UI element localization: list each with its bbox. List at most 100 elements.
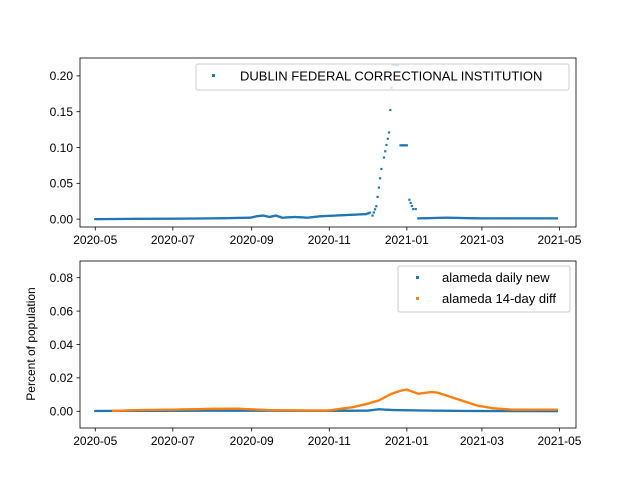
data-point — [510, 409, 513, 413]
data-point — [311, 409, 314, 412]
data-point — [100, 409, 103, 413]
data-point — [251, 409, 255, 412]
data-point — [128, 409, 131, 412]
data-point — [193, 409, 196, 412]
data-point — [474, 403, 477, 407]
data-point — [440, 392, 443, 395]
data-point — [356, 405, 359, 408]
data-point — [459, 216, 462, 220]
data-point — [325, 214, 328, 218]
data-point — [97, 409, 101, 413]
data-point — [435, 409, 438, 412]
data-point — [334, 409, 337, 412]
data-point — [399, 144, 402, 147]
data-point — [268, 215, 271, 219]
data-point — [231, 216, 234, 220]
data-point — [245, 216, 248, 219]
data-point — [339, 409, 342, 412]
data-point — [459, 409, 462, 413]
data-point — [137, 217, 140, 220]
data-point — [249, 408, 252, 411]
data-point — [366, 402, 369, 405]
data-point — [525, 217, 528, 220]
data-point — [433, 391, 436, 394]
data-point — [239, 409, 242, 412]
data-point — [536, 409, 539, 413]
data-point — [403, 409, 406, 412]
data-point — [167, 217, 171, 220]
y-tick-label: 0.15 — [50, 105, 74, 119]
x-tick-label: 2021-05 — [537, 233, 581, 247]
data-point — [246, 408, 249, 411]
data-point — [456, 398, 459, 401]
data-point — [475, 409, 478, 413]
data-point — [511, 217, 514, 220]
data-point — [450, 396, 453, 399]
data-point — [188, 408, 191, 411]
data-point — [527, 217, 531, 220]
data-point — [277, 409, 280, 412]
data-point — [197, 407, 200, 411]
data-point — [124, 409, 127, 412]
data-point — [460, 399, 463, 402]
data-point — [220, 217, 223, 220]
data-point — [546, 410, 550, 413]
data-point — [132, 217, 135, 220]
x-tick-label: 2021-03 — [460, 233, 504, 247]
data-point — [529, 217, 532, 220]
data-point — [108, 217, 111, 221]
data-point — [232, 409, 235, 412]
data-point — [400, 409, 403, 412]
data-point — [218, 409, 221, 412]
data-point — [200, 409, 204, 412]
data-point — [114, 217, 117, 221]
data-point — [515, 217, 518, 220]
data-point — [173, 217, 176, 220]
data-point — [232, 407, 235, 410]
data-point — [510, 408, 513, 411]
data-point — [373, 400, 377, 403]
data-point — [260, 408, 263, 411]
data-point — [484, 409, 487, 413]
data-point — [554, 217, 557, 220]
top-chart-legend-box — [195, 63, 570, 91]
data-point — [139, 217, 143, 220]
data-point — [353, 409, 356, 412]
data-point — [228, 409, 232, 412]
data-point — [255, 409, 258, 412]
data-point — [209, 217, 213, 220]
data-point — [448, 409, 452, 412]
data-point — [482, 405, 485, 408]
data-point — [316, 409, 319, 412]
data-point — [203, 217, 206, 220]
data-point — [380, 408, 383, 411]
data-point — [162, 408, 166, 411]
bottom-chart-legend-marker-0 — [416, 276, 419, 279]
data-point — [274, 214, 277, 217]
data-point — [340, 214, 344, 217]
data-point — [110, 409, 113, 413]
data-point — [96, 218, 99, 221]
data-point — [301, 216, 304, 219]
data-point — [134, 409, 138, 412]
data-point — [160, 408, 163, 411]
data-point — [497, 217, 500, 220]
data-point — [385, 395, 388, 398]
data-point — [470, 402, 473, 405]
data-point — [543, 408, 546, 411]
data-point — [476, 409, 480, 413]
data-point — [457, 409, 461, 413]
data-point — [344, 407, 347, 410]
data-point — [288, 216, 291, 219]
data-point — [109, 217, 112, 221]
data-point — [389, 108, 392, 112]
data-point — [368, 409, 372, 412]
x-tick-label: 2021-01 — [385, 233, 429, 247]
data-point — [103, 409, 106, 413]
y-tick-label: 0.04 — [50, 338, 74, 352]
data-point — [490, 217, 494, 220]
data-point — [367, 402, 370, 405]
data-point — [507, 409, 510, 413]
data-point — [521, 408, 524, 411]
data-point — [111, 217, 115, 221]
